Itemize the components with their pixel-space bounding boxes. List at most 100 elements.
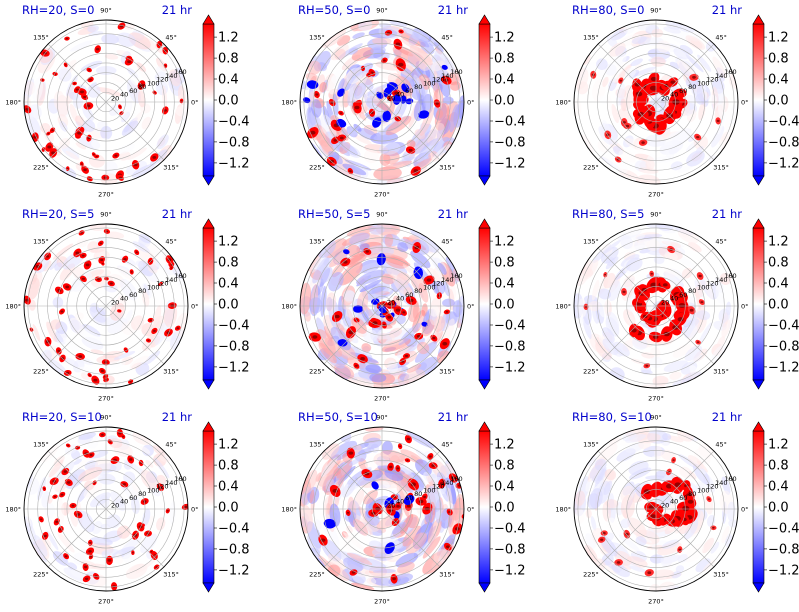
colorbar-tick-label: 0.0 xyxy=(494,501,515,516)
field-layer xyxy=(300,427,464,591)
angle-tick-label: 90° xyxy=(650,414,662,422)
angle-tick-label: 0° xyxy=(191,303,198,311)
colorbar-tick-label: −0.4 xyxy=(218,522,250,537)
angle-tick-label: 135° xyxy=(309,33,325,41)
radial-tick-label: 20 xyxy=(661,94,669,102)
radial-tick-label: 80 xyxy=(688,83,696,91)
radial-tick-label: 80 xyxy=(414,490,422,498)
angle-tick-label: 225° xyxy=(583,571,599,579)
radial-tick-label: 60 xyxy=(129,291,137,299)
radial-tick-label: 20 xyxy=(661,501,669,509)
angle-tick-label: 315° xyxy=(713,571,729,579)
angle-tick-label: 45° xyxy=(441,440,453,448)
radial-tick-label: 120 xyxy=(432,76,444,84)
colorbar-tick-label: −0.8 xyxy=(768,135,799,150)
radial-tick-label: 120 xyxy=(156,483,168,491)
radial-tick-label: 160 xyxy=(174,272,186,280)
colorbar-tick-label: 0.0 xyxy=(218,94,239,109)
angle-tick-label: 270° xyxy=(374,598,390,606)
angle-tick-label: 270° xyxy=(98,191,114,199)
radial-tick-label: 140 xyxy=(441,72,453,80)
angle-tick-label: 270° xyxy=(98,598,114,606)
angle-tick-label: 315° xyxy=(439,368,455,376)
colorbar-tick-label: 0.8 xyxy=(768,256,789,271)
colorbar-tick-label: −0.8 xyxy=(494,542,526,557)
colorbar-tick-label: 0.0 xyxy=(768,298,789,313)
radial-tick-label: 160 xyxy=(450,272,462,280)
radial-tick-label: 100 xyxy=(147,79,159,87)
panel-time-label: 21 hr xyxy=(162,207,193,221)
colorbar-tick-label: −0.4 xyxy=(494,522,526,537)
colorbar-tick-label: −0.8 xyxy=(218,135,250,150)
radial-tick-label: 60 xyxy=(679,291,687,299)
colorbar: 1.2 0.8 0.4 0.0 −0.4 −0.8 −1.2 xyxy=(202,421,250,593)
radial-tick-label: 40 xyxy=(120,295,128,303)
colorbar-tick-label: −0.8 xyxy=(768,542,799,557)
panel-title: RH=50, S=10 xyxy=(298,410,378,424)
angle-tick-label: 0° xyxy=(467,506,474,514)
colorbar-tick-label: 0.4 xyxy=(494,277,515,292)
radial-tick-label: 40 xyxy=(120,498,128,506)
radial-tick-label: 120 xyxy=(706,280,718,288)
angle-tick-label: 0° xyxy=(741,506,748,514)
angle-tick-label: 270° xyxy=(648,395,664,403)
colorbar-tick-label: 0.4 xyxy=(218,277,239,292)
colorbar: 1.2 0.8 0.4 0.0 −0.4 −0.8 −1.2 xyxy=(202,14,250,186)
radial-tick-label: 80 xyxy=(138,83,146,91)
radial-tick-label: 80 xyxy=(414,83,422,91)
angle-tick-label: 135° xyxy=(583,440,599,448)
colorbar-tick-label: −0.4 xyxy=(218,115,250,130)
colorbar-tick-label: 0.8 xyxy=(494,256,515,271)
angle-tick-label: 45° xyxy=(715,33,727,41)
angle-tick-label: 135° xyxy=(33,440,49,448)
radial-tick-label: 100 xyxy=(697,79,709,87)
angle-tick-label: 45° xyxy=(165,33,177,41)
colorbar-tick-label: 1.2 xyxy=(218,235,239,250)
colorbar-tick-label: 0.0 xyxy=(218,501,239,516)
radial-tick-label: 20 xyxy=(387,94,395,102)
angle-tick-label: 135° xyxy=(583,33,599,41)
angle-tick-label: 180° xyxy=(555,99,571,107)
colorbar-tick-label: 0.8 xyxy=(768,459,789,474)
colorbar-tick-label: −0.4 xyxy=(494,319,526,334)
angle-tick-label: 180° xyxy=(5,99,21,107)
colorbar-tick-label: 0.0 xyxy=(494,298,515,313)
colorbar-tick-label: 0.8 xyxy=(218,256,239,271)
colorbar-tick-label: 0.8 xyxy=(494,459,515,474)
angle-tick-label: 45° xyxy=(441,237,453,245)
radial-tick-label: 140 xyxy=(165,72,177,80)
polar-boundary xyxy=(23,426,189,592)
angle-tick-label: 45° xyxy=(165,440,177,448)
panel-title: RH=20, S=5 xyxy=(22,207,94,221)
radial-tick-label: 100 xyxy=(697,283,709,291)
radial-tick-label: 20 xyxy=(387,298,395,306)
colorbar-tick-label: 0.8 xyxy=(768,52,789,67)
colorbar-tick-label: −1.2 xyxy=(494,563,526,578)
radial-tick-label: 20 xyxy=(661,298,669,306)
radial-tick-label: 140 xyxy=(165,276,177,284)
radial-tick-label: 80 xyxy=(138,287,146,295)
angle-tick-label: 0° xyxy=(741,303,748,311)
angle-tick-label: 45° xyxy=(715,440,727,448)
colorbar-tick-label: −0.8 xyxy=(218,542,250,557)
radial-tick-label: 100 xyxy=(697,486,709,494)
angle-tick-label: 45° xyxy=(165,237,177,245)
radial-tick-label: 20 xyxy=(111,298,119,306)
radial-tick-label: 60 xyxy=(679,87,687,95)
panel-title: RH=50, S=0 xyxy=(298,3,370,17)
angle-tick-label: 180° xyxy=(555,303,571,311)
radial-tick-label: 60 xyxy=(679,494,687,502)
panel-title: RH=80, S=0 xyxy=(572,3,644,17)
colorbar: 1.2 0.8 0.4 0.0 −0.4 −0.8 −1.2 xyxy=(752,14,799,186)
radial-tick-label: 100 xyxy=(147,283,159,291)
angle-tick-label: 270° xyxy=(374,395,390,403)
radial-tick-label: 80 xyxy=(688,287,696,295)
radial-tick-label: 140 xyxy=(715,72,727,80)
angle-tick-label: 90° xyxy=(100,7,112,15)
colorbar: 1.2 0.8 0.4 0.0 −0.4 −0.8 −1.2 xyxy=(752,218,799,390)
